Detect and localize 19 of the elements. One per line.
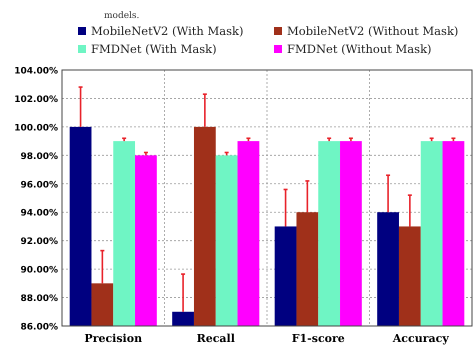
y-tick-label: 90.00%	[20, 266, 58, 276]
x-tick-label: Recall	[196, 332, 235, 345]
y-tick-label: 96.00%	[20, 180, 58, 190]
x-tick-label: Precision	[84, 332, 142, 345]
legend-label: FMDNet (With Mask)	[91, 42, 217, 56]
legend-label: MobileNetV2 (With Mask)	[91, 24, 244, 38]
legend-label: FMDNet (Without Mask)	[287, 42, 432, 56]
x-tick-label: F1-score	[292, 332, 345, 345]
legend-label: MobileNetV2 (Without Mask)	[287, 24, 458, 38]
y-tick-label: 98.00%	[20, 152, 58, 162]
y-tick-label: 86.00%	[20, 322, 58, 332]
y-tick-label: 94.00%	[20, 208, 58, 219]
x-tick-label: Accuracy	[392, 332, 450, 345]
text: models.	[104, 11, 140, 21]
y-tick-label: 100.00%	[14, 123, 58, 134]
y-tick-label: 92.00%	[20, 237, 58, 248]
y-tick-label: 104.00%	[14, 66, 58, 76]
y-tick-label: 102.00%	[14, 94, 58, 105]
y-tick-label: 88.00%	[20, 294, 58, 304]
